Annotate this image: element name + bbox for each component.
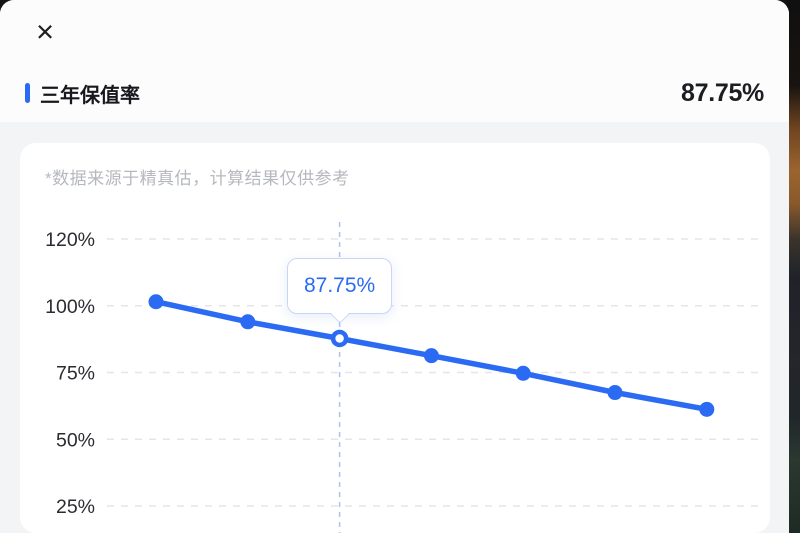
y-axis-label: 120% bbox=[45, 229, 95, 251]
data-point[interactable] bbox=[515, 365, 531, 381]
title-row: 三年保值率 87.75% bbox=[0, 77, 789, 109]
active-data-point[interactable] bbox=[330, 329, 349, 348]
page-title: 三年保值率 bbox=[40, 84, 140, 107]
chart-card: *数据来源于精真估，计算结果仅供参考 120% 100% 75% 50% 25% 87.… bbox=[20, 143, 770, 533]
y-axis-label: 100% bbox=[45, 296, 95, 318]
data-point[interactable] bbox=[607, 385, 623, 401]
retention-value: 87.75% bbox=[681, 78, 764, 107]
data-point[interactable] bbox=[699, 401, 715, 417]
close-button[interactable]: × bbox=[28, 14, 62, 48]
retention-chart[interactable]: 120% 100% 75% 50% 25% bbox=[20, 143, 770, 533]
title-accent-bar bbox=[25, 83, 30, 103]
chart-tooltip: 87.75% bbox=[287, 258, 393, 324]
data-point[interactable] bbox=[423, 348, 439, 364]
chart-tooltip-value: 87.75% bbox=[303, 274, 376, 298]
data-point[interactable] bbox=[240, 314, 256, 330]
y-axis-label: 75% bbox=[56, 363, 95, 385]
data-point[interactable] bbox=[148, 294, 164, 310]
close-icon: × bbox=[35, 13, 55, 49]
data-source-disclaimer: *数据来源于精真估，计算结果仅供参考 bbox=[45, 169, 350, 188]
modal-header: × 三年保值率 87.75% bbox=[0, 0, 789, 122]
y-axis-label: 25% bbox=[56, 496, 95, 518]
y-axis-label: 50% bbox=[56, 429, 95, 451]
background-app-content bbox=[787, 0, 800, 533]
